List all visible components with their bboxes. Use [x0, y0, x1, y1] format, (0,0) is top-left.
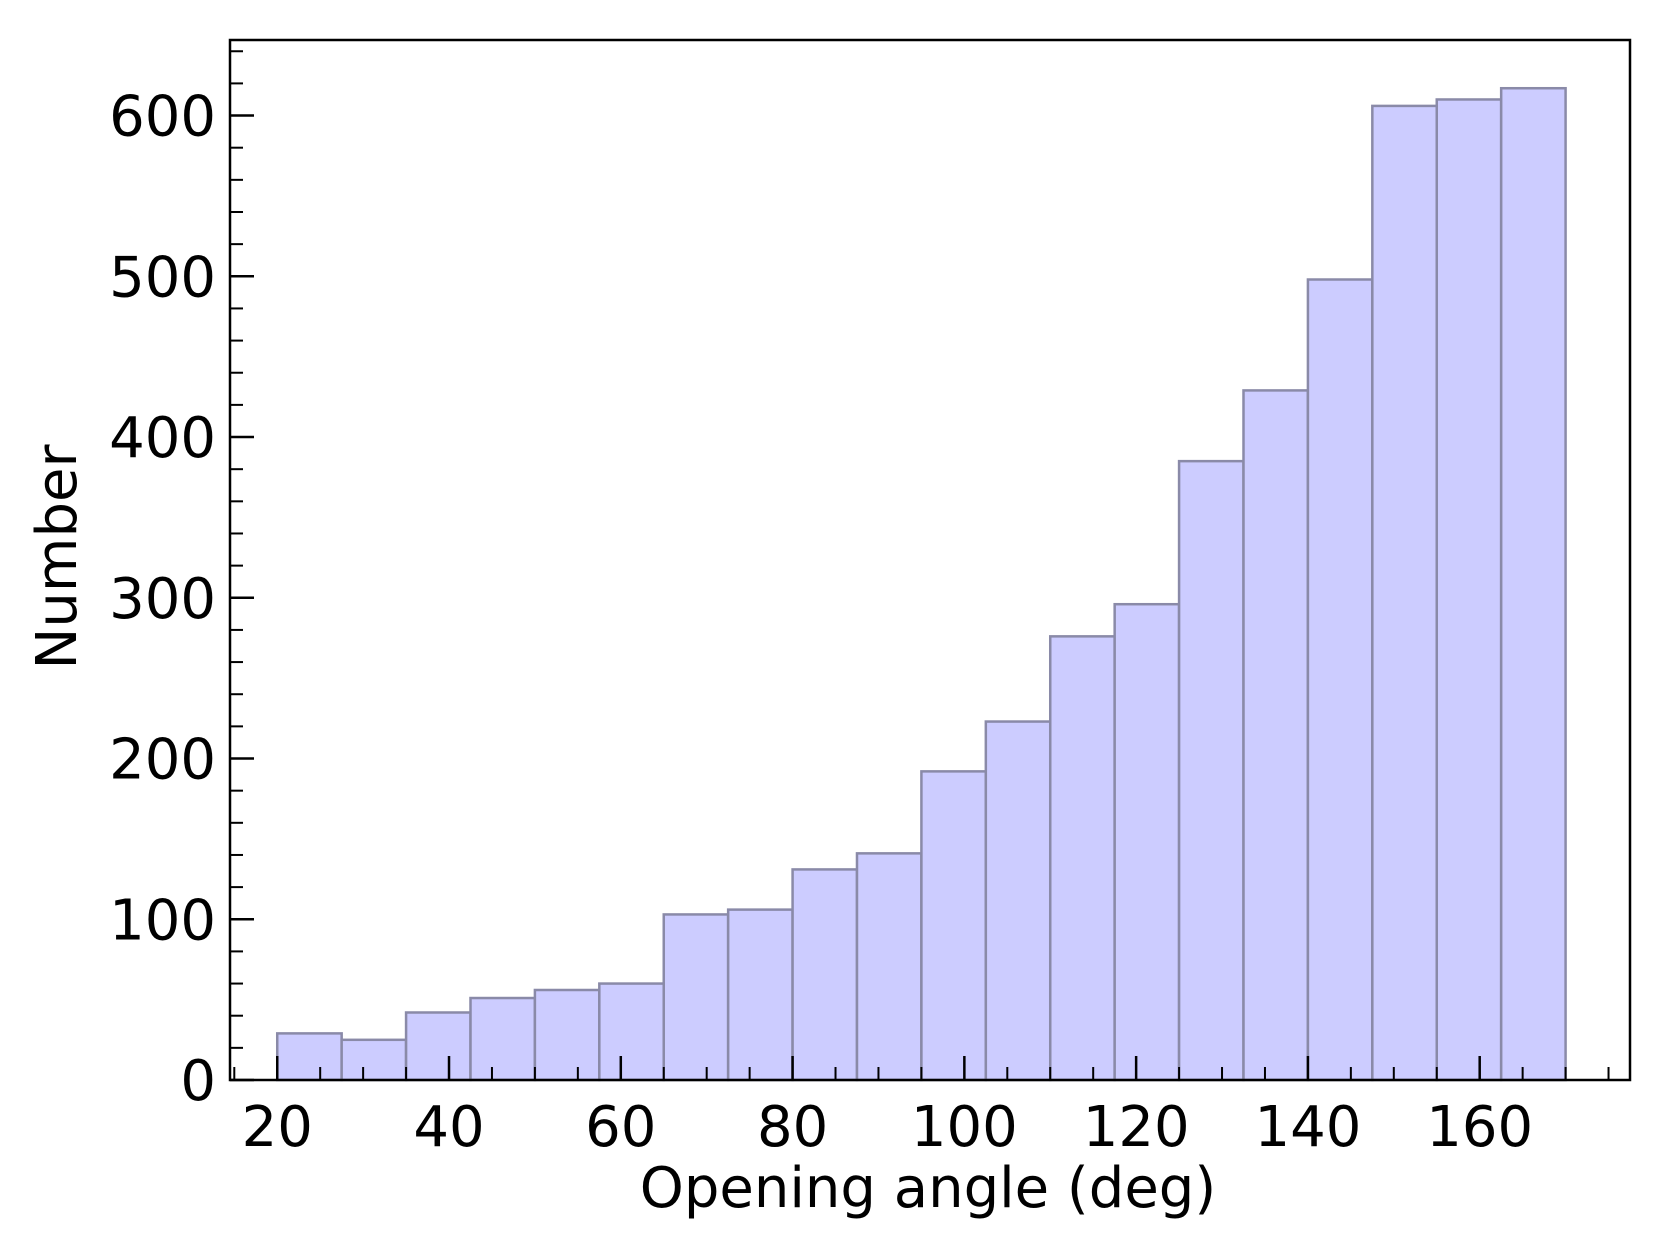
x-tick-label: 140: [1254, 1095, 1361, 1160]
histogram-bar: [791, 868, 859, 1082]
histogram-bar: [598, 982, 665, 1082]
histogram-bar: [533, 988, 601, 1082]
histogram-bar: [726, 908, 794, 1082]
histogram-bar: [275, 1032, 343, 1082]
x-tick-label: 120: [1083, 1095, 1190, 1160]
histogram-bar: [1177, 459, 1245, 1082]
x-tick-label: 160: [1426, 1095, 1533, 1160]
y-tick-label: 600: [109, 85, 216, 150]
histogram-bar: [404, 1011, 472, 1082]
y-tick-label: 300: [109, 567, 216, 632]
x-tick-label: 100: [911, 1095, 1018, 1160]
y-tick-label: 400: [109, 406, 216, 471]
x-tick-label: 80: [757, 1095, 828, 1160]
plot-frame: [228, 38, 1632, 1082]
labels-layer: 20 40 60 80 100 120 140 160 0 100 200 300 400 500 600: [109, 85, 1533, 1160]
histogram-bar: [1435, 98, 1503, 1082]
x-tick-label: 20: [242, 1095, 313, 1160]
x-axis-label: Opening angle (deg): [640, 1156, 1216, 1221]
y-tick-label: 500: [109, 245, 216, 310]
histogram-bar: [340, 1038, 408, 1082]
y-tick-label: 0: [180, 1049, 216, 1114]
histogram-bar: [662, 913, 730, 1082]
histogram-bar: [1048, 635, 1116, 1082]
y-tick-label: 100: [109, 888, 216, 953]
histogram-bar: [1371, 104, 1438, 1082]
bars-layer: [275, 86, 1567, 1082]
ticks-layer: [230, 50, 1610, 1082]
y-tick-label: 200: [109, 728, 216, 793]
y-axis-label: Number: [25, 444, 90, 670]
histogram-bar: [984, 720, 1052, 1082]
histogram-bar: [1306, 278, 1374, 1082]
histogram-bar: [855, 852, 923, 1082]
histogram-bar: [1499, 86, 1567, 1082]
histogram-bar: [1113, 602, 1181, 1082]
histogram-bar: [920, 770, 988, 1082]
histogram-bar: [469, 996, 537, 1082]
x-tick-label: 40: [413, 1095, 484, 1160]
x-tick-label: 60: [585, 1095, 656, 1160]
histogram-bar: [1242, 389, 1310, 1082]
